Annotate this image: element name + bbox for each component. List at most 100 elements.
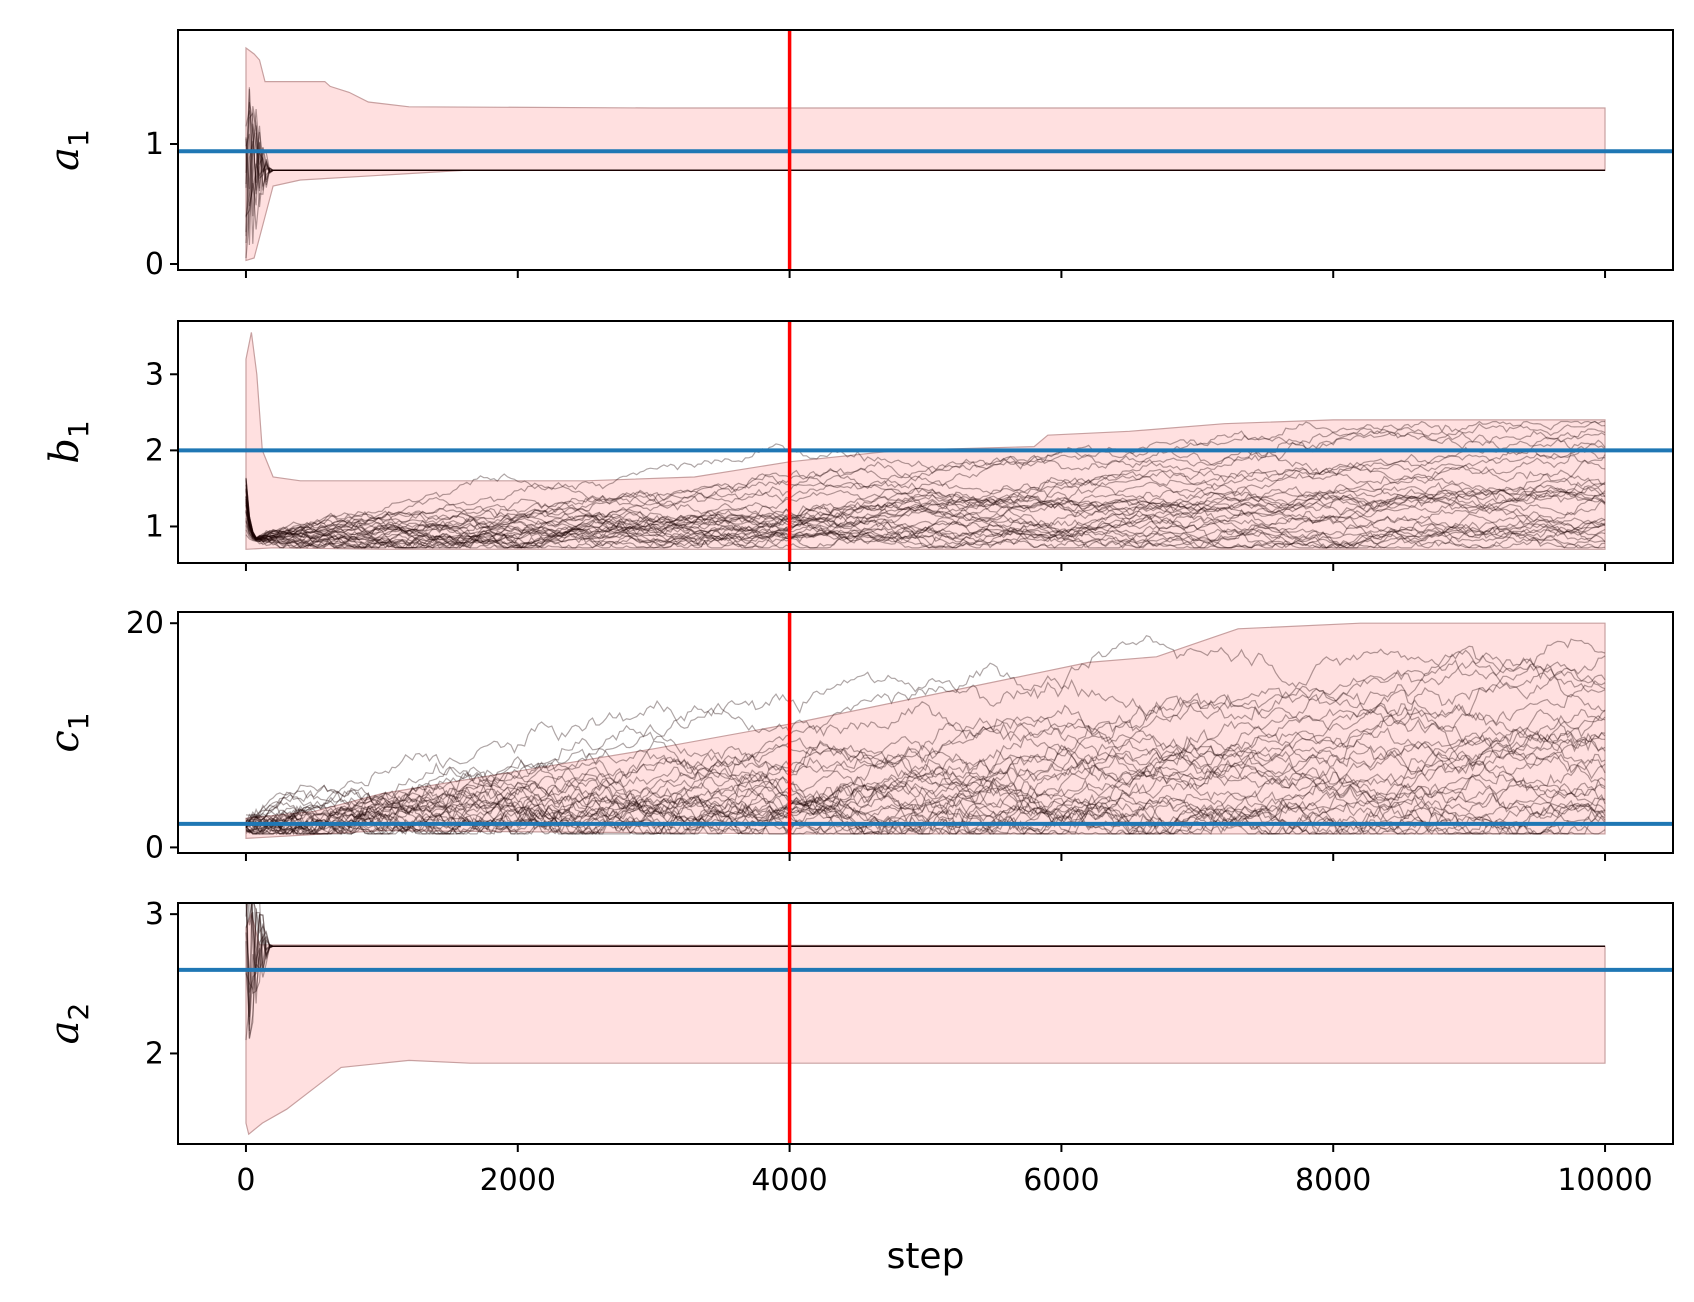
walker-trace (245, 470, 1606, 540)
walker-trace (245, 490, 1606, 549)
y-axis-label-subscript: 1 (62, 129, 95, 147)
walker-trace (245, 469, 1606, 543)
walker-trace (245, 781, 1606, 835)
y-axis-label-subscript: 1 (62, 420, 95, 438)
axes-frame (177, 320, 1674, 564)
y-tick-label: 2 (145, 433, 164, 468)
walker-trace (245, 110, 1605, 191)
walker-trace (245, 141, 1605, 217)
walker-trace (245, 448, 1606, 543)
walker-trace (245, 777, 1606, 835)
walker-trace (245, 423, 1606, 547)
walker-trace (245, 454, 1606, 547)
walker-trace (245, 689, 1606, 835)
walker-trace (245, 766, 1606, 835)
walker-trace (245, 516, 1606, 549)
y-tick-label: 3 (145, 897, 164, 932)
plot-area (178, 612, 1673, 853)
walker-trace (246, 903, 1605, 1025)
plot-area (178, 30, 1673, 270)
walker-trace (245, 484, 1606, 542)
walker-trace (245, 728, 1606, 835)
panel-c1: 0 20 c1 (42, 606, 1674, 865)
walker-trace (245, 711, 1606, 823)
walker-trace (245, 421, 1606, 549)
walker-trace (245, 439, 1606, 549)
y-tick-label: 2 (145, 1036, 164, 1071)
walker-trace (245, 420, 1605, 546)
walker-trace (245, 108, 1605, 207)
walker-trace (245, 493, 1606, 549)
walker-trace (245, 495, 1606, 549)
walker-trace (245, 718, 1606, 829)
walker-trace (245, 693, 1606, 835)
x-tick-label: 8000 (1295, 1163, 1371, 1198)
walker-trace (245, 503, 1606, 549)
walker-trace (245, 497, 1606, 549)
walker-trace (245, 913, 1605, 1018)
walker-trace (245, 782, 1606, 835)
walker-trace (245, 420, 1606, 542)
y-axis-label-symbol: c (42, 730, 88, 752)
walker-trace (245, 123, 1605, 191)
walker-trace (245, 484, 1606, 549)
y-axis-label: a1 (42, 129, 95, 171)
walker-trace (245, 473, 1606, 549)
walker-trace (245, 106, 1605, 218)
y-tick-label: 0 (145, 830, 164, 865)
walker-trace (245, 744, 1606, 835)
walker-trace (245, 482, 1606, 549)
walker-trace (245, 903, 1605, 1032)
walker-trace (245, 903, 1605, 978)
walker-trace (245, 478, 1606, 549)
y-axis-label: b1 (42, 420, 95, 463)
y-axis-label-subscript: 2 (62, 1003, 95, 1021)
y-tick-label: 3 (145, 357, 164, 392)
walker-trace (245, 903, 1605, 1041)
y-axis-label-symbol: a (42, 147, 88, 171)
walker-trace (245, 708, 1606, 829)
walker-trace (245, 652, 1606, 829)
axes-frame (177, 29, 1674, 271)
x-tick-label: 10000 (1557, 1163, 1652, 1198)
walker-trace (245, 125, 1605, 237)
walker-trace (245, 101, 1605, 195)
walker-trace (245, 478, 1606, 549)
walker-trace (245, 762, 1606, 836)
walker-trace (250, 903, 1605, 992)
walker-trace (245, 740, 1606, 836)
walker-trace (245, 923, 1605, 995)
walker-trace (245, 504, 1606, 549)
y-axis-label: c1 (42, 712, 95, 752)
walker-trace (245, 446, 1606, 549)
panel-a2: 2 3 a2 (42, 897, 1674, 1152)
walker-trace (245, 645, 1606, 835)
walker-trace (245, 634, 1606, 821)
walker-trace (245, 715, 1606, 835)
walker-trace (245, 903, 1605, 993)
uncertainty-band (245, 332, 1606, 550)
walker-trace (245, 87, 1605, 217)
y-axis-label-subscript: 1 (62, 712, 95, 730)
y-axis-label: a2 (42, 1003, 95, 1045)
walker-trace (245, 903, 1605, 963)
walker-trace (249, 903, 1605, 1004)
walker-trace (245, 773, 1606, 835)
plot-area (178, 903, 1673, 1144)
y-tick-label: 1 (145, 509, 164, 544)
y-tick-label: 20 (126, 606, 164, 641)
walker-trace (245, 941, 1605, 1040)
x-tick-label: 6000 (1023, 1163, 1099, 1198)
walker-trace (245, 112, 1605, 233)
walker-trace (245, 475, 1606, 549)
walker-trace (245, 125, 1605, 244)
x-tick-label: 2000 (480, 1163, 556, 1198)
plot-area (178, 321, 1673, 563)
walker-trace (245, 89, 1605, 230)
walker-trace (246, 903, 1605, 1039)
uncertainty-band (245, 622, 1606, 840)
y-axis-label-symbol: b (42, 438, 88, 464)
